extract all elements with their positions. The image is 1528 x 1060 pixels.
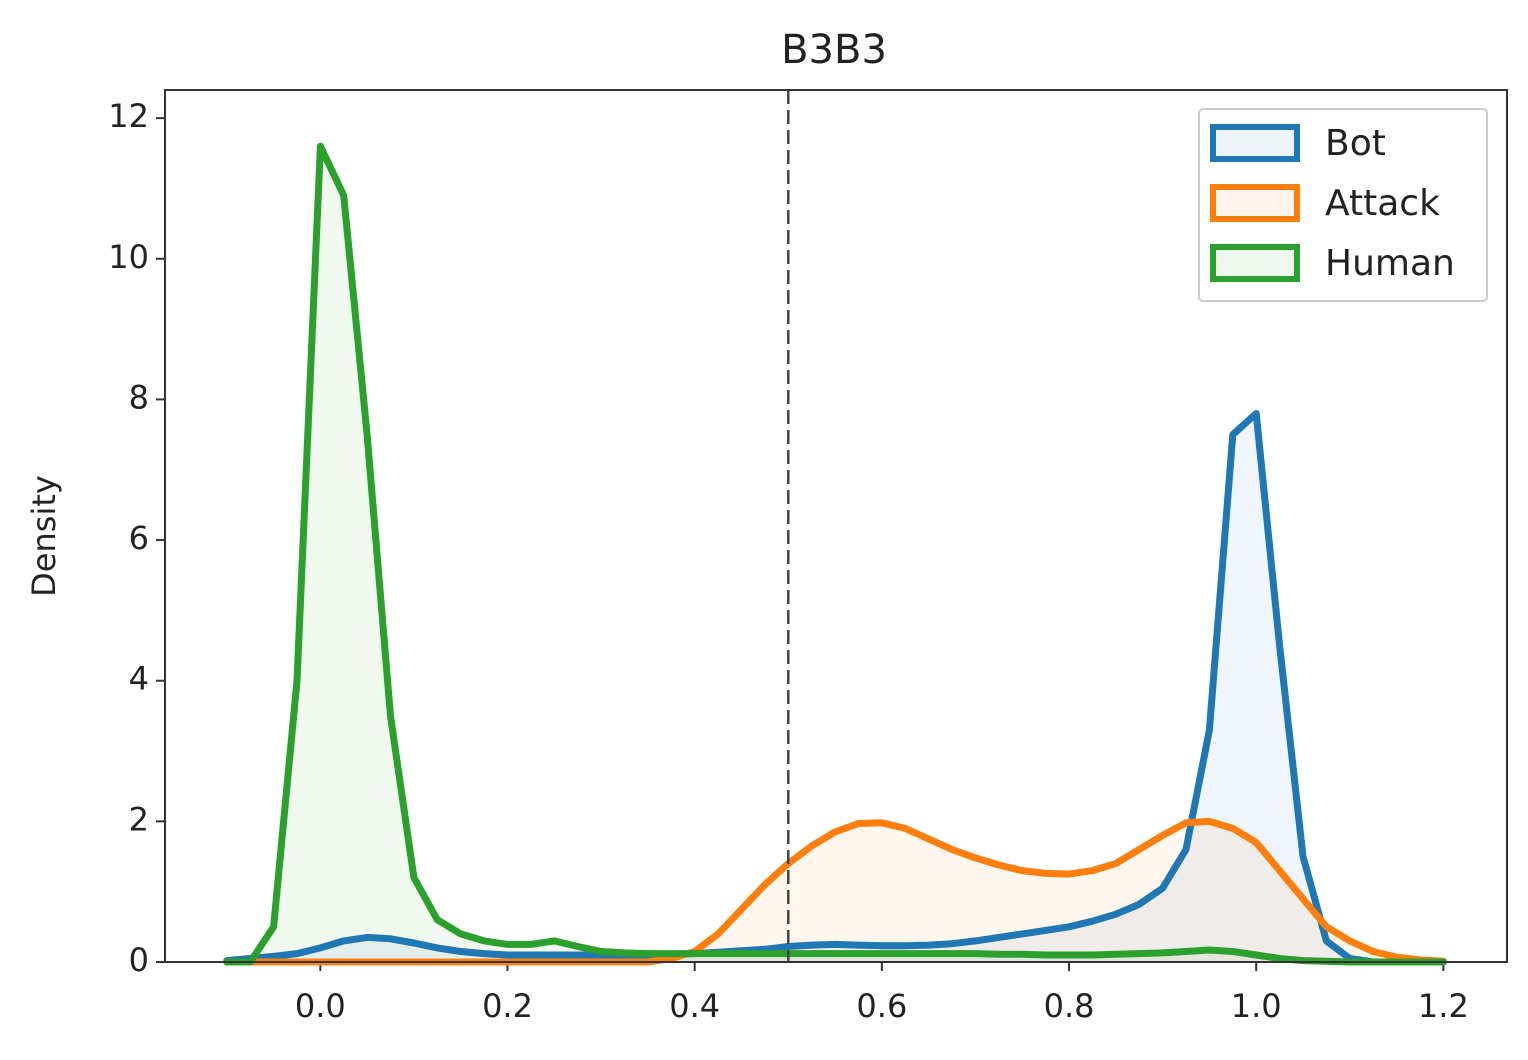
legend-label: Human bbox=[1325, 243, 1455, 284]
y-tick-label: 6 bbox=[129, 519, 149, 557]
y-tick-label: 12 bbox=[108, 97, 149, 135]
y-tick-label: 4 bbox=[129, 660, 149, 698]
y-tick-label: 0 bbox=[129, 941, 149, 979]
legend-swatch bbox=[1210, 124, 1300, 162]
x-tick-label: 1.0 bbox=[1231, 987, 1282, 1025]
y-tick-label: 2 bbox=[129, 800, 149, 838]
x-tick-label: 0.2 bbox=[482, 987, 533, 1025]
legend-swatch bbox=[1210, 244, 1300, 282]
x-tick-label: 0.8 bbox=[1044, 987, 1095, 1025]
x-tick-label: 1.2 bbox=[1418, 987, 1469, 1025]
legend-label: Attack bbox=[1325, 183, 1440, 224]
density-line bbox=[223, 142, 1447, 966]
y-tick-label: 8 bbox=[129, 378, 149, 416]
legend-swatch bbox=[1210, 184, 1300, 222]
legend-label: Bot bbox=[1325, 123, 1386, 164]
x-tick-label: 0.0 bbox=[295, 987, 346, 1025]
plot-frame bbox=[164, 89, 1508, 963]
x-tick-label: 0.6 bbox=[856, 987, 907, 1025]
density-line bbox=[223, 410, 1447, 966]
density-area bbox=[226, 821, 1444, 962]
y-tick-label: 10 bbox=[108, 238, 149, 276]
y-axis-label: Density bbox=[25, 475, 63, 597]
chart-title: B3B3 bbox=[781, 27, 887, 73]
x-tick-label: 0.4 bbox=[669, 987, 720, 1025]
density-area bbox=[226, 146, 1444, 963]
